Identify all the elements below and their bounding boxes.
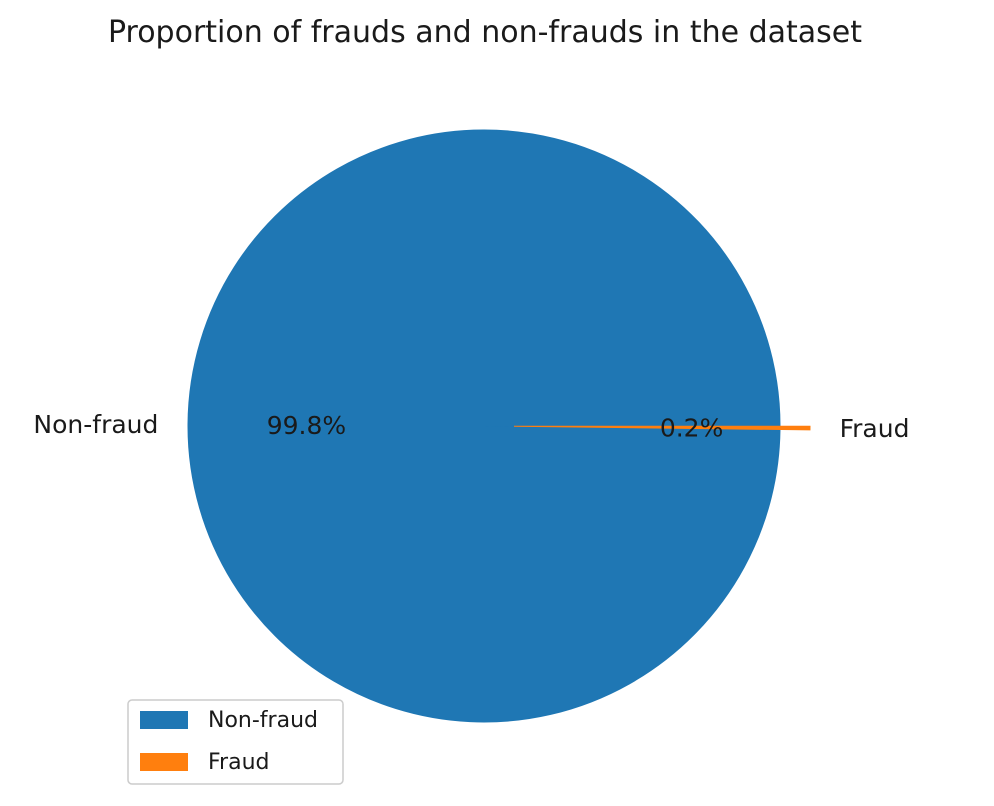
pie-category-label: Fraud [840, 414, 910, 443]
legend-swatch [140, 753, 188, 771]
pie-pct-label: 99.8% [267, 411, 346, 440]
legend-label: Non-fraud [208, 708, 318, 733]
legend-swatch [140, 711, 188, 729]
chart-title: Proportion of frauds and non-frauds in t… [108, 15, 862, 50]
pie-slices [187, 129, 811, 723]
pie-labels: 99.8% Non-fraud 0.2% Fraud [33, 410, 909, 443]
legend: Non-fraud Fraud [127, 699, 344, 785]
pie-slice-non-fraud [187, 129, 781, 723]
legend-label: Fraud [208, 750, 270, 775]
pie-category-label: Non-fraud [33, 410, 158, 439]
pie-pct-label: 0.2% [660, 413, 724, 442]
pie-slice-fraud [513, 425, 811, 431]
